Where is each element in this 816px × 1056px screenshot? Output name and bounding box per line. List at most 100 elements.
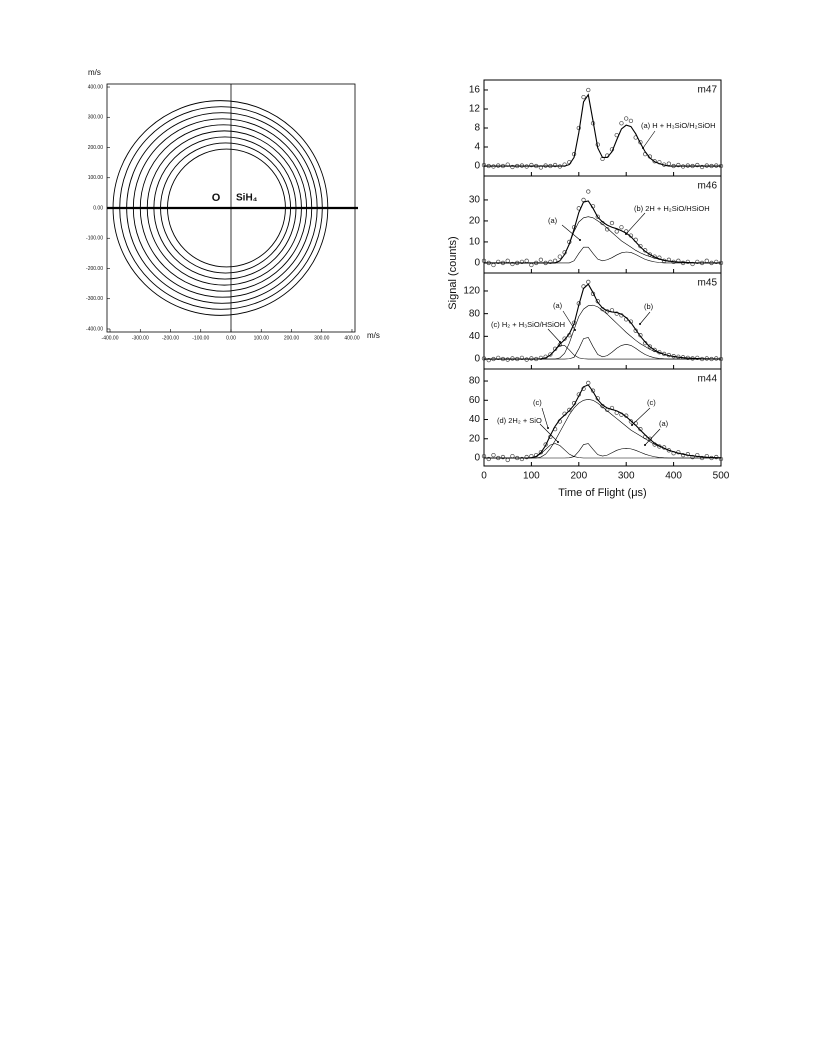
data-point [628,118,634,124]
x-tick-label: 300 [618,471,635,482]
data-point [676,162,681,168]
label-sih4: SiH₄ [236,193,258,204]
x-tick-label: 300.00 [314,335,330,341]
data-point [595,214,600,219]
fit-component [484,345,721,360]
arrow-head [639,323,641,325]
x-axis-label: Time of Flight (μs) [558,487,646,499]
y-tick-label: 4 [474,142,480,153]
y-tick-label: 8 [474,123,480,134]
data-point [510,356,515,361]
y-tick-label: 20 [469,433,481,444]
data-point [510,261,515,267]
annotation: (c) [533,398,542,407]
data-point [714,259,719,265]
y-tick-label: -100.00 [86,236,103,242]
data-point [638,426,643,432]
x-tick-label: 100.00 [254,335,270,341]
x-tick-label: 200 [570,471,587,482]
arrow-head [642,147,644,149]
arrow-head [625,233,627,235]
y-tick-label: 0 [474,453,480,464]
y-tick-label: 0 [474,161,480,172]
data-point [695,162,700,168]
y-tick-label: -300.00 [86,296,103,302]
annotation-arrow [639,311,651,325]
x-tick-label: -200.00 [162,335,179,341]
y-tick-label: 16 [469,85,481,96]
arrow-head [574,329,576,331]
data-point [638,243,643,249]
y-tick-label: 0 [474,354,480,365]
annotation-arrow [561,224,581,241]
data-point [548,352,553,357]
annotation: (a) [548,216,558,225]
x-tick-label: 200.00 [284,335,300,341]
data-point [491,452,496,458]
data-point [680,452,686,458]
data-point [624,116,629,121]
data-point [524,454,529,460]
arrow-head [557,441,559,443]
x-tick-label: -400.00 [102,335,119,341]
y-tick-label: 120 [463,286,480,297]
annotation-arrow [539,423,559,443]
x-tick-label: 400 [665,471,682,482]
data-point [714,454,719,460]
arrow-head [644,444,646,446]
y-tick-label: 300.00 [88,115,104,121]
data-point [699,164,705,170]
data-point [609,220,615,226]
y-tick-label: 200.00 [88,145,104,151]
data-point [586,189,591,194]
x-tick-label: 0 [481,471,487,482]
y-tick-label: 20 [469,216,481,227]
arrow-head [547,427,549,429]
data-point [567,407,572,413]
label-o: O [212,192,221,204]
x-tick-label: 500 [713,471,730,482]
arrow-head [631,424,633,426]
annotation: (b) [644,302,654,311]
data-point [628,419,634,424]
data-point [695,259,700,265]
annotation-arrow [642,130,656,149]
data-point [666,161,672,166]
data-point [510,164,515,170]
annotation: (d) 2H₂ + SiO [497,416,542,425]
panel-label: m46 [698,181,718,192]
data-point [500,454,506,460]
data-point [529,356,534,361]
x-tick-label: 400.00 [344,335,360,341]
data-point [519,259,525,265]
data-point [529,162,534,168]
data-point [538,257,544,262]
x-tick-label: -100.00 [192,335,209,341]
panel-label: m44 [698,374,718,385]
data-point [605,227,610,232]
annotation: (b) 2H + H₂SiO/HSiOH [634,204,710,213]
data-point [619,225,624,230]
data-point [519,355,525,361]
data-point [619,121,624,126]
data-point [505,357,510,362]
data-point [552,162,558,168]
data-point [496,259,501,265]
y-tick-label: 30 [469,195,481,206]
annotation: (a) [659,419,669,428]
data-point [486,456,491,462]
y-tick-label: 400.00 [88,84,104,90]
data-point [481,356,487,361]
y-tick-label: 10 [469,237,481,248]
arrow-head [579,239,581,241]
annotation-arrow [631,407,651,426]
data-point [647,344,653,349]
annotation-arrow [625,212,646,235]
data-point [581,94,586,100]
y-tick-label: 80 [469,376,481,387]
annotation: (a) [553,301,563,310]
x-tick-label: -300.00 [132,335,149,341]
data-point [548,259,553,265]
data-point [614,229,619,234]
